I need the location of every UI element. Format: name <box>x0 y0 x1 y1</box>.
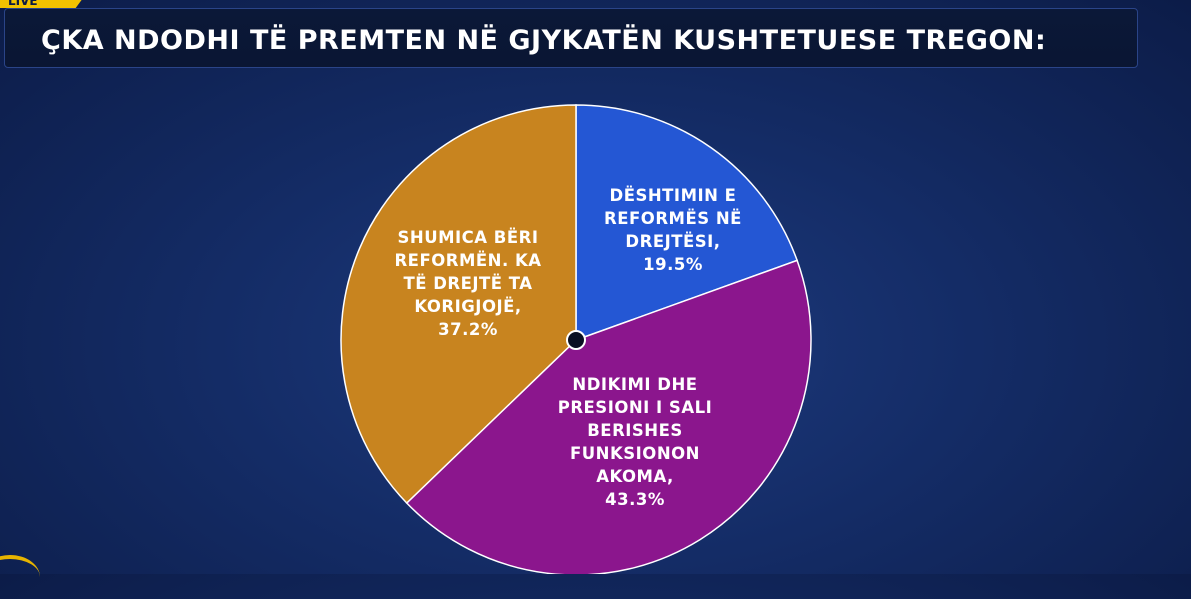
slice-label-0: DËSHTIMIN E REFORMËS NË DREJTËSI, 19.5% <box>578 184 768 276</box>
pie-slice-0 <box>575 104 799 342</box>
pie-slice-2 <box>340 104 577 505</box>
page-title: ÇKA NDODHI TË PREMTEN NË GJYKATËN KUSHTE… <box>41 25 1047 56</box>
label-line: 19.5% <box>643 255 703 274</box>
label-line: FUNKSIONON <box>570 444 700 463</box>
label-line: AKOMA, <box>596 467 674 486</box>
label-line: 43.3% <box>605 490 665 509</box>
pie-chart <box>340 104 812 574</box>
label-line: DREJTËSI, <box>625 232 721 251</box>
label-line: REFORMËN. KA <box>394 251 542 270</box>
live-badge: LIVE <box>0 0 86 8</box>
label-line: 37.2% <box>438 320 498 339</box>
label-line: BERISHES <box>587 421 683 440</box>
label-line: NDIKIMI DHE <box>572 375 698 394</box>
title-bar: ÇKA NDODHI TË PREMTEN NË GJYKATËN KUSHTE… <box>4 8 1138 68</box>
label-line: SHUMICA BËRI <box>397 228 539 247</box>
pie-slice-1 <box>405 259 812 574</box>
decorative-arc <box>0 555 40 599</box>
slice-label-2: SHUMICA BËRI REFORMËN. KA TË DREJTË TA K… <box>368 226 568 341</box>
label-line: KORIGJOJË, <box>414 297 522 316</box>
label-line: PRESIONI I SALI <box>557 398 713 417</box>
label-line: DËSHTIMIN E <box>609 186 737 205</box>
label-line: TË DREJTË TA <box>403 274 533 293</box>
slice-label-1: NDIKIMI DHE PRESIONI I SALI BERISHES FUN… <box>535 373 735 511</box>
pie-center-dot <box>566 330 586 350</box>
label-line: REFORMËS NË <box>604 209 742 228</box>
